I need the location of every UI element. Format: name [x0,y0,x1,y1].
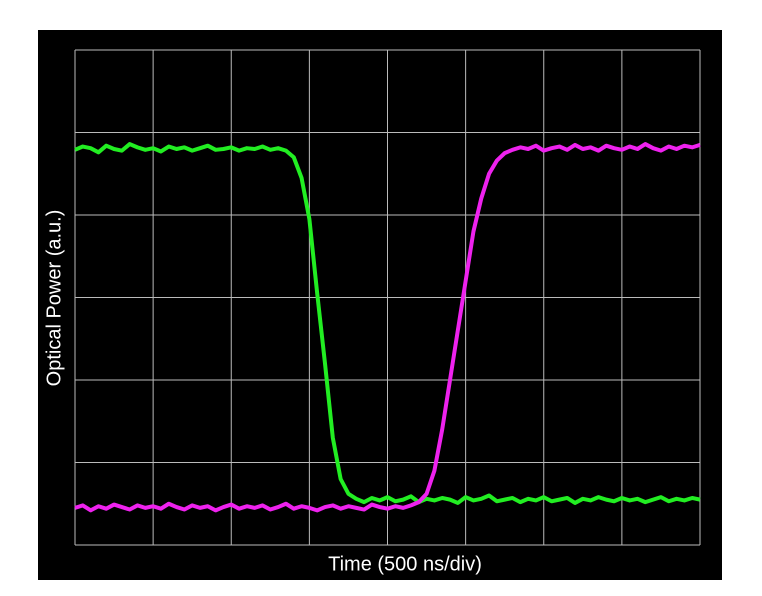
series-line [74,142,701,505]
background [38,30,722,580]
y-axis-label: Optical Power (a.u.) [43,210,65,387]
x-axis-label: Time (500 ns/div) [328,553,482,575]
series-line [74,142,701,513]
